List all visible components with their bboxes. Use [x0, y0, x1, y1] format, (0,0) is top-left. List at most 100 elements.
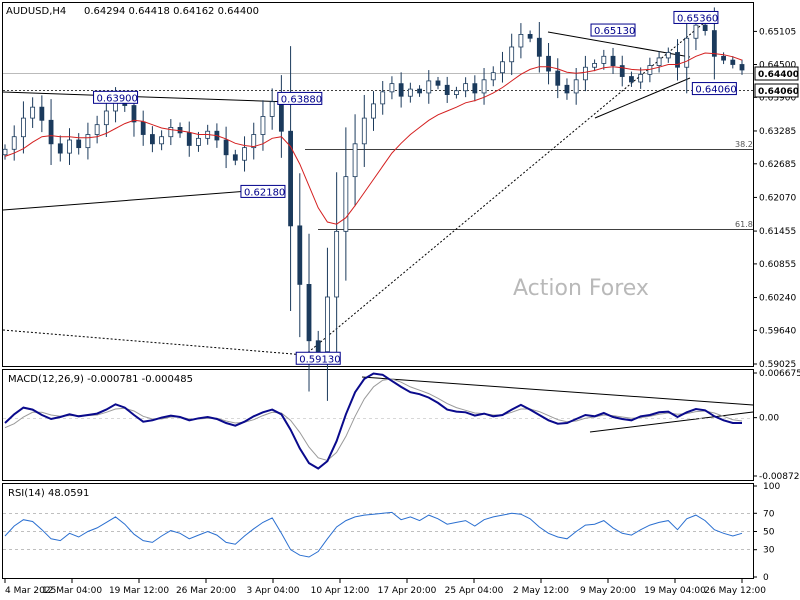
price-label-text: 0.63880 — [281, 94, 322, 105]
candle — [186, 121, 192, 157]
price-tick-label: 0.64500 — [759, 60, 796, 70]
candle — [490, 66, 496, 87]
price-label-text: 0.62180 — [244, 187, 285, 198]
macd-tick-label: 0.00 — [759, 414, 779, 424]
macd-y-axis: 0.006675 0.00 -0.008724 — [753, 369, 800, 482]
rsi-tick-label: 30 — [763, 546, 775, 556]
candle — [536, 21, 542, 73]
price-label-text: 0.63900 — [97, 93, 138, 104]
candle — [592, 59, 597, 72]
candle — [196, 131, 201, 152]
candle — [306, 233, 312, 392]
candle — [242, 136, 247, 172]
candle — [684, 12, 690, 94]
price-tick-label: 0.65105 — [759, 27, 796, 37]
candle — [463, 77, 469, 98]
candle — [159, 130, 165, 151]
candle — [582, 55, 588, 92]
candle — [426, 70, 432, 104]
price-tick-label: 0.59640 — [759, 326, 796, 336]
price-candles — [2, 7, 745, 401]
x-tick-label: 17 Apr 20:00 — [378, 586, 437, 596]
candle — [251, 122, 257, 160]
price-labels: 0.63900 0.63880 0.62180 0.59130 0.65130 0.653… — [93, 10, 737, 365]
macd-main-line — [4, 372, 742, 470]
candle — [149, 126, 155, 153]
x-tick-label: 19 May 04:00 — [644, 586, 706, 596]
macd-tick-label: -0.008724 — [759, 472, 800, 482]
price-tick-label: 0.62685 — [759, 160, 796, 170]
price-tick-label: 0.62070 — [759, 193, 796, 203]
candle — [739, 59, 745, 75]
watermark: Action Forex — [513, 276, 649, 301]
rsi-title: RSI(14) 48.0591 — [8, 488, 89, 499]
candle — [389, 76, 395, 100]
macd-tick-label: 0.006675 — [759, 369, 800, 379]
candle — [435, 76, 441, 90]
price-tick-label: 0.63285 — [759, 127, 796, 137]
candle — [564, 78, 570, 100]
candle — [21, 101, 26, 154]
candle — [629, 71, 634, 87]
candle — [85, 122, 91, 160]
macd-title: MACD(12,26,9) -0.000781 -0.000485 — [8, 374, 193, 385]
candle — [398, 72, 404, 108]
price-label-box — [590, 23, 636, 37]
candle — [2, 144, 8, 160]
price-tick-label: 0.60855 — [759, 260, 796, 270]
candle — [288, 46, 293, 312]
candle — [454, 86, 459, 99]
price-label-text: 0.65130 — [594, 26, 635, 37]
candle — [555, 58, 561, 99]
rsi-panel — [2, 483, 754, 579]
candle — [665, 47, 671, 63]
rsi-line — [4, 511, 743, 558]
macd-trendline-lower — [589, 411, 754, 433]
candle — [76, 133, 82, 155]
candle — [232, 149, 238, 166]
price-y-axis: 0.65105 0.64500 0.63900 0.63285 0.62685 0.620… — [753, 27, 796, 370]
candle — [30, 97, 36, 128]
rsi-tick-label: 70 — [763, 509, 775, 519]
marked-price-text: 0.64060 — [758, 87, 799, 97]
candle — [352, 114, 358, 207]
candle — [11, 125, 17, 161]
price-label-box — [93, 90, 139, 104]
candle — [500, 51, 505, 83]
price-label-text: 0.64060 — [695, 85, 736, 96]
x-tick-label: 3 Apr 04:00 — [247, 586, 300, 596]
candle — [168, 119, 174, 146]
price-label-box — [277, 91, 323, 105]
x-tick-label: 26 May 12:00 — [704, 586, 766, 596]
candle — [638, 67, 644, 89]
fib-label-618: 61.8 — [735, 220, 753, 229]
candle — [601, 49, 607, 70]
price-label-box — [691, 82, 737, 96]
candle — [407, 82, 413, 103]
candle — [343, 127, 349, 281]
x-tick-label: 19 Mar 12:00 — [109, 586, 169, 596]
x-tick-label: 4 Mar 2025 — [5, 586, 56, 596]
candle — [325, 247, 330, 401]
candle — [472, 75, 478, 102]
candle — [546, 42, 551, 85]
rsi-y-axis: 100 70 50 30 0 — [753, 482, 780, 583]
candle — [260, 100, 266, 151]
candle — [371, 91, 376, 131]
price-tick-label: 0.60240 — [759, 294, 796, 304]
x-tick-label: 9 May 20:00 — [580, 586, 636, 596]
price-tick-label: 0.63900 — [759, 93, 796, 103]
candle — [444, 76, 450, 103]
x-tick-label: 25 Apr 04:00 — [445, 586, 504, 596]
price-label-text: 0.59130 — [299, 354, 340, 365]
candle — [518, 23, 524, 59]
candle — [48, 99, 54, 165]
x-tick-label: 12 Mar 04:00 — [42, 586, 102, 596]
candle — [140, 110, 146, 146]
price-label-box — [240, 184, 286, 198]
price-label-text: 0.65360 — [677, 13, 718, 24]
price-label-box — [295, 351, 341, 365]
candle — [527, 30, 533, 43]
